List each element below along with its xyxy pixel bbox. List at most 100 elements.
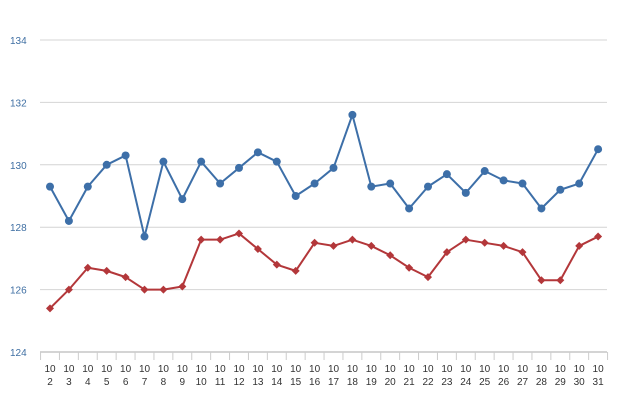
- series-1-point: [367, 182, 376, 191]
- x-tick-label-line: 26: [498, 377, 510, 388]
- x-tick-label-line: 8: [161, 377, 167, 388]
- x-tick-label-line: 10: [441, 364, 453, 375]
- y-tick-label: 124: [10, 348, 27, 359]
- x-tick-label: 10 10: [196, 364, 208, 388]
- x-tick-label-line: 23: [441, 377, 453, 388]
- x-tick-label-line: 10: [177, 364, 189, 375]
- x-tick-label-line: 10: [271, 364, 283, 375]
- x-tick-label: 10 25: [479, 364, 491, 388]
- x-tick-label-line: 10: [252, 364, 264, 375]
- series-1-point: [480, 167, 489, 176]
- x-tick-label-line: 10: [385, 364, 397, 375]
- series-1-point: [253, 148, 262, 157]
- x-tick-label-line: 19: [366, 377, 378, 388]
- series-group: [46, 110, 603, 313]
- x-tick-label: 10 8: [158, 364, 170, 388]
- x-tick-label-line: 10: [366, 364, 378, 375]
- x-tick-label-line: 17: [328, 377, 340, 388]
- series-2-point: [537, 276, 546, 285]
- x-tick-label: 10 21: [404, 364, 416, 388]
- x-tick-label-line: 10: [101, 364, 113, 375]
- series-2-point: [386, 251, 395, 260]
- series-1-point: [594, 145, 603, 154]
- x-tick-label-line: 10: [422, 364, 434, 375]
- x-tick-label-line: 16: [309, 377, 321, 388]
- x-tick-label-line: 12: [233, 377, 245, 388]
- x-tick-label-line: 10: [536, 364, 548, 375]
- series-2-point: [253, 245, 262, 254]
- series-1-point: [197, 157, 206, 166]
- series-1-point: [310, 179, 319, 188]
- series-1-point: [424, 182, 432, 191]
- series-2-point: [83, 263, 92, 272]
- series-2-point: [556, 276, 565, 285]
- x-tick-label-line: 10: [158, 364, 170, 375]
- x-tick-label-line: 7: [142, 377, 148, 388]
- series-1-point: [235, 163, 243, 172]
- series-2-point: [329, 241, 338, 250]
- x-tick-label-line: 3: [66, 377, 72, 388]
- x-tick-label-line: 10: [574, 364, 586, 375]
- series-2-point: [348, 235, 357, 244]
- x-tick-label-line: 10: [215, 364, 227, 375]
- x-tick-label-line: 28: [536, 377, 548, 388]
- x-tick-label-line: 27: [517, 377, 529, 388]
- x-tick-label-line: 21: [404, 377, 416, 388]
- y-tick-label: 134: [10, 36, 27, 47]
- y-tick-label: 128: [10, 223, 27, 234]
- x-tick-label-line: 10: [82, 364, 94, 375]
- series-1-point: [537, 204, 546, 213]
- x-tick-label-line: 11: [215, 377, 226, 388]
- x-tick-label-line: 22: [422, 377, 434, 388]
- x-tick-label-line: 30: [574, 377, 586, 388]
- y-axis-ticks: 124 126 128 130 132 134: [10, 36, 27, 359]
- x-tick-label: 10 29: [555, 364, 567, 388]
- series-1-point: [556, 185, 565, 194]
- series-1-line: [49, 113, 599, 238]
- series-2-point: [424, 273, 432, 282]
- x-tick-label: 10 6: [120, 364, 132, 388]
- x-tick-label: 10 19: [366, 364, 378, 388]
- x-tick-label-line: 24: [460, 377, 472, 388]
- series-2-point: [46, 304, 54, 313]
- x-tick-label: 10 27: [517, 364, 529, 388]
- x-tick-label-line: 14: [271, 377, 283, 388]
- series-1-point: [329, 163, 338, 172]
- x-tick-label-line: 10: [309, 364, 321, 375]
- series-1-point: [461, 188, 470, 197]
- x-tick-label: 10 11: [215, 364, 227, 388]
- series-2-point: [442, 248, 451, 257]
- series-1-point: [216, 179, 225, 188]
- series-1-point: [386, 179, 395, 188]
- series-1-point: [140, 232, 149, 241]
- x-tick-label: 10 3: [63, 364, 75, 388]
- x-tick-label-line: 10: [593, 364, 605, 375]
- x-tick-label: 10 2: [44, 364, 56, 388]
- series-1-point: [46, 182, 54, 191]
- x-tick-label-line: 5: [104, 377, 110, 388]
- series-1-point: [178, 195, 187, 204]
- series-2-line: [49, 232, 599, 310]
- series-2-point: [197, 235, 206, 244]
- x-tick-label-line: 10: [347, 364, 359, 375]
- series-2-point: [216, 235, 225, 244]
- x-tick-label: 10 7: [139, 364, 151, 388]
- series-2-point: [235, 229, 243, 238]
- series-1-point: [291, 192, 300, 200]
- series-1-point: [83, 182, 92, 191]
- series-2-point: [310, 238, 319, 247]
- series-1-point: [102, 160, 111, 169]
- x-tick-label: 10 18: [347, 364, 359, 388]
- x-tick-label-line: 10: [555, 364, 567, 375]
- x-tick-label: 10 26: [498, 364, 510, 388]
- x-tick-label-line: 10: [196, 364, 208, 375]
- x-tick-label-line: 31: [593, 377, 605, 388]
- series-2-point: [102, 266, 111, 275]
- series-1-point: [121, 151, 130, 160]
- series-2-point: [594, 232, 603, 241]
- x-tick-label-line: 10: [479, 364, 491, 375]
- gridlines: [40, 39, 607, 291]
- series-1-point: [405, 204, 414, 213]
- x-tick-label-line: 6: [123, 377, 129, 388]
